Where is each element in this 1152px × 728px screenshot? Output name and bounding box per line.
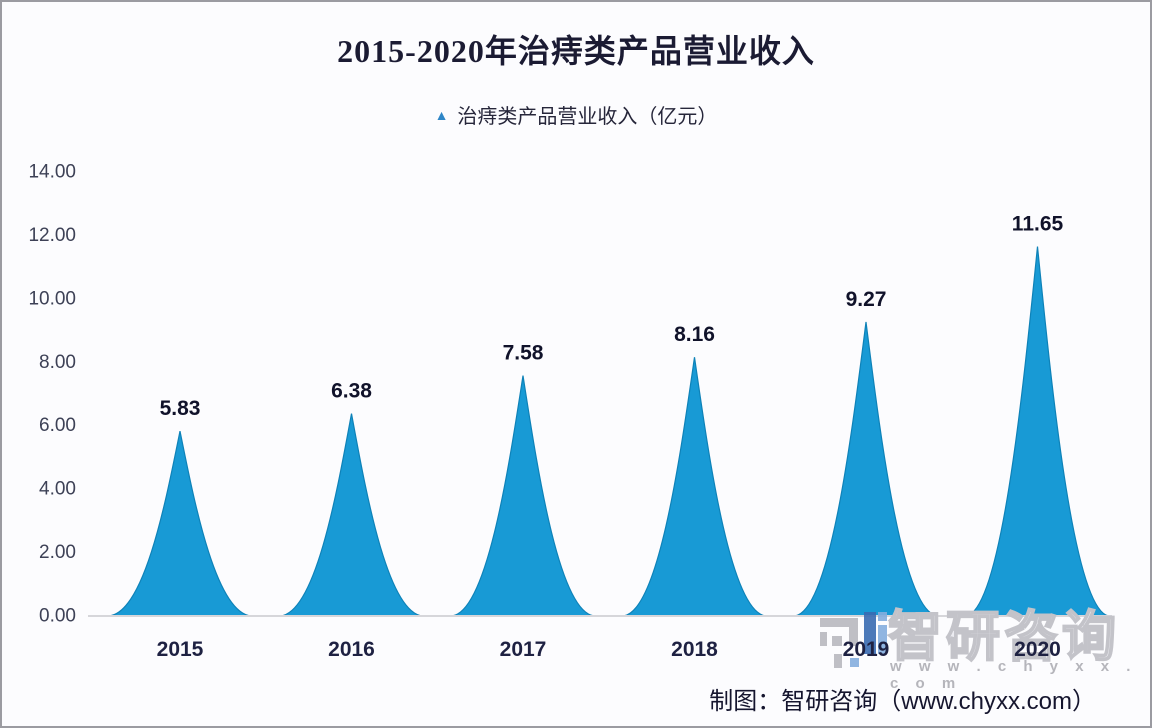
y-tick-label: 4.00 <box>39 479 76 500</box>
legend-series-label: 治痔类产品营业收入（亿元） <box>457 106 718 128</box>
y-tick-label: 8.00 <box>39 352 76 373</box>
peak-shape <box>623 357 766 617</box>
y-tick-label: 6.00 <box>39 415 76 436</box>
peak-shape <box>794 321 938 617</box>
bar-value-label: 8.16 <box>674 323 715 346</box>
peak-shape <box>108 430 252 617</box>
peak-shape <box>280 413 423 617</box>
peak-shape <box>451 375 595 617</box>
y-tick-label: 12.00 <box>28 225 76 246</box>
legend: ▲ 治痔类产品营业收入（亿元） <box>0 100 1152 129</box>
peak-shape <box>966 246 1109 617</box>
y-tick-label: 2.00 <box>39 542 76 563</box>
chart-title: 2015-2020年治痔类产品营业收入 <box>337 33 815 69</box>
legend-triangle-icon: ▲ <box>434 106 449 123</box>
bar-value-label: 7.58 <box>503 342 544 365</box>
bar-value-label: 9.27 <box>846 288 887 311</box>
y-tick-label: 0.00 <box>39 606 76 627</box>
y-tick-label: 10.00 <box>28 288 76 309</box>
bar-value-label: 5.83 <box>160 397 201 420</box>
y-tick-label: 14.00 <box>28 162 76 183</box>
bar-value-label: 11.65 <box>1012 213 1064 236</box>
credit-line: 制图：智研咨询（www.chyxx.com） <box>709 688 1096 715</box>
bar-value-label: 6.38 <box>331 380 372 403</box>
